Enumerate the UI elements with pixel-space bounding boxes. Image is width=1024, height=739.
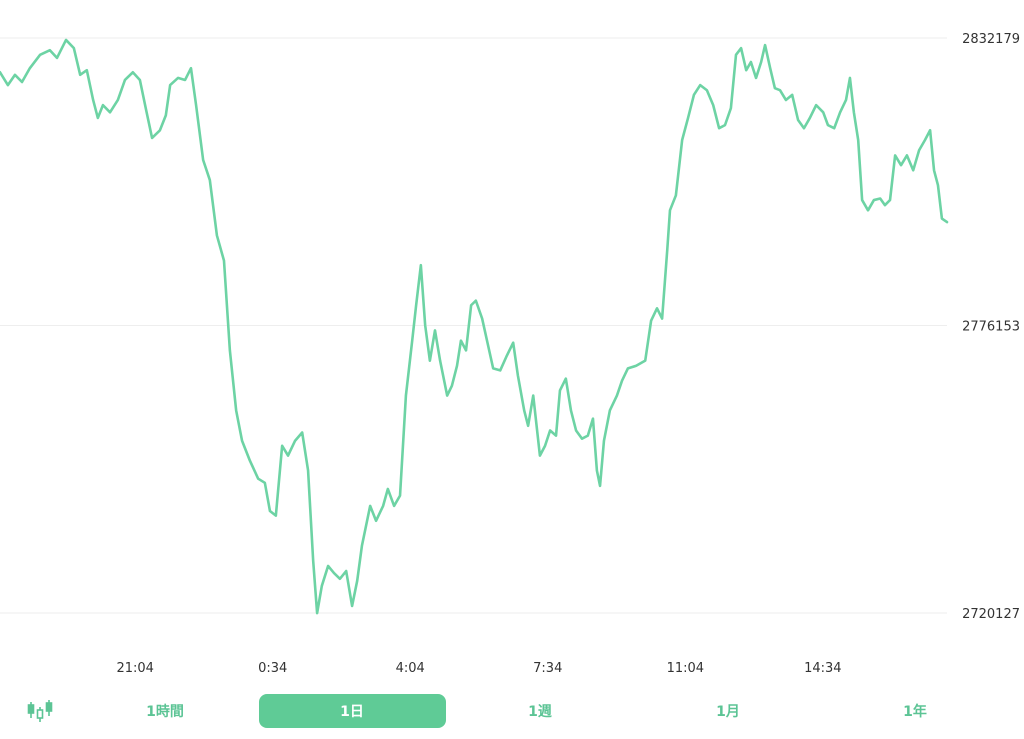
y-tick-label: 2832179: [962, 32, 1020, 47]
x-tick-label: 14:34: [804, 661, 841, 676]
tab-label: 1週: [528, 704, 552, 720]
x-tick-label: 4:04: [396, 661, 425, 676]
active-tab-bg: [259, 694, 446, 728]
tab-label: 1月: [716, 704, 740, 720]
x-tick-label: 11:04: [667, 661, 704, 676]
period-tab[interactable]: 1週: [528, 704, 552, 720]
icon-part: [36, 709, 44, 719]
period-tab[interactable]: 1時間: [146, 703, 184, 720]
period-tab[interactable]: 1月: [716, 704, 740, 720]
period-tab[interactable]: 1日: [259, 694, 446, 728]
icon-part: [27, 704, 35, 714]
period-tab[interactable]: 1年: [903, 703, 927, 720]
tab-label: 1年: [903, 703, 927, 720]
x-tick-label: 21:04: [116, 661, 153, 676]
tab-label: 1時間: [146, 703, 184, 720]
y-tick-label: 2720127: [962, 607, 1020, 622]
candlestick-toggle[interactable]: [27, 700, 53, 722]
x-tick-label: 0:34: [258, 661, 287, 676]
y-tick-label: 2776153: [962, 320, 1020, 335]
icon-part: [45, 702, 53, 712]
price-line: [0, 38, 949, 615]
tab-label: 1日: [340, 704, 364, 720]
x-tick-label: 7:34: [533, 661, 562, 676]
